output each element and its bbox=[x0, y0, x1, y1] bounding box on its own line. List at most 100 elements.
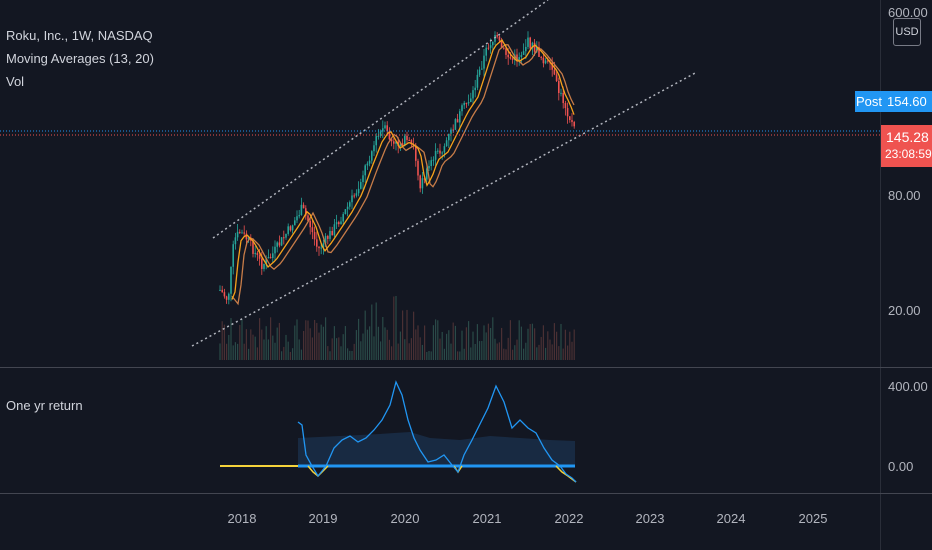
candle-body bbox=[346, 206, 349, 210]
moving-averages-label[interactable]: Moving Averages (13, 20) bbox=[6, 51, 154, 66]
volume-bar bbox=[421, 344, 423, 360]
candle-body bbox=[252, 240, 254, 254]
symbol-title[interactable]: Roku, Inc., 1W, NASDAQ bbox=[6, 28, 153, 43]
candle-body bbox=[558, 81, 560, 94]
candle-body bbox=[500, 40, 503, 48]
bar-countdown: 23:08:59 bbox=[885, 147, 932, 161]
volume-bar bbox=[384, 327, 386, 360]
candle-body bbox=[241, 232, 243, 234]
candle-body bbox=[415, 145, 417, 161]
volume-bar bbox=[283, 346, 285, 360]
volume-bar bbox=[245, 329, 247, 360]
currency-button[interactable]: USD bbox=[893, 18, 921, 46]
candle-body bbox=[283, 237, 285, 239]
volume-bar bbox=[501, 327, 503, 360]
candle-body bbox=[335, 222, 338, 225]
volume-bar bbox=[450, 343, 452, 360]
candle-body bbox=[522, 51, 525, 55]
x-label-2018: 2018 bbox=[227, 511, 257, 526]
volume-bar bbox=[560, 323, 562, 360]
volume-bar bbox=[380, 341, 382, 360]
candle-body bbox=[340, 221, 342, 225]
candle-body bbox=[316, 239, 318, 247]
volume-bar bbox=[514, 345, 516, 360]
volume-bar bbox=[402, 310, 404, 360]
candle-body bbox=[476, 74, 479, 88]
candle-body bbox=[564, 103, 567, 109]
volume-bar bbox=[545, 347, 547, 360]
volume-bar bbox=[366, 329, 368, 360]
volume-bar bbox=[358, 318, 360, 360]
volume-bar bbox=[331, 338, 333, 360]
candle-body bbox=[492, 41, 494, 46]
candle-body bbox=[536, 46, 538, 52]
volume-bar bbox=[516, 339, 518, 360]
volume-bar bbox=[448, 330, 450, 360]
candle-body bbox=[509, 57, 512, 59]
one-yr-return-label[interactable]: One yr return bbox=[6, 398, 83, 413]
candle-body bbox=[225, 296, 228, 300]
price-axis-separator bbox=[880, 0, 881, 550]
volume-bar bbox=[305, 320, 307, 360]
candle-body bbox=[551, 62, 553, 70]
candle-body bbox=[472, 90, 474, 99]
candle-body bbox=[230, 266, 232, 294]
candle-body bbox=[267, 257, 270, 259]
volume-bar bbox=[228, 334, 230, 360]
volume-label[interactable]: Vol bbox=[6, 74, 25, 89]
channel-lower-line[interactable] bbox=[191, 71, 698, 347]
volume-bar bbox=[408, 343, 410, 360]
candle-body bbox=[529, 37, 531, 49]
candle-body bbox=[254, 252, 256, 254]
candle-body bbox=[533, 42, 536, 52]
volume-bar bbox=[252, 334, 254, 360]
x-label-2022: 2022 bbox=[554, 511, 584, 526]
candle-body bbox=[351, 195, 353, 203]
volume-bar bbox=[371, 304, 373, 360]
candles bbox=[219, 31, 575, 305]
volume-bar bbox=[523, 348, 525, 360]
candle-body bbox=[439, 150, 441, 154]
last-price-value: 145.28 bbox=[886, 129, 929, 145]
candle-body bbox=[542, 57, 545, 64]
volume-bar bbox=[248, 348, 250, 360]
candle-body bbox=[234, 237, 237, 245]
volume-bar bbox=[399, 331, 401, 360]
volume-bar bbox=[221, 321, 223, 360]
candle-body bbox=[236, 231, 239, 238]
volume-bar bbox=[309, 328, 311, 360]
candle-body bbox=[223, 292, 226, 297]
volume-bar bbox=[254, 336, 256, 360]
volume-bar bbox=[485, 332, 487, 360]
ma-20-line bbox=[231, 44, 575, 306]
candle-body bbox=[406, 135, 408, 140]
candle-body bbox=[243, 232, 245, 234]
volume-bar bbox=[281, 351, 283, 360]
volume-bar bbox=[413, 311, 415, 360]
volume-bar bbox=[474, 343, 476, 360]
candle-body bbox=[496, 35, 498, 37]
volume-bar bbox=[239, 324, 241, 360]
candle-body bbox=[562, 92, 564, 104]
volume-bar bbox=[285, 334, 287, 360]
time-axis-separator bbox=[0, 493, 932, 494]
candle-body bbox=[261, 258, 263, 269]
candle-body bbox=[527, 37, 529, 47]
candle-body bbox=[318, 246, 320, 249]
candle-body bbox=[265, 258, 267, 264]
channel-upper-line[interactable] bbox=[212, 0, 549, 239]
pane-separator[interactable] bbox=[0, 367, 932, 368]
volume-bar bbox=[503, 348, 505, 360]
volume-bar bbox=[479, 341, 481, 360]
volume-bar bbox=[351, 350, 353, 360]
volume-bar bbox=[415, 329, 417, 360]
candle-body bbox=[258, 254, 261, 259]
candle-body bbox=[313, 232, 316, 240]
volume-bar bbox=[382, 316, 384, 360]
volume-bar bbox=[289, 351, 291, 360]
volume-bar bbox=[364, 310, 366, 360]
candle-body bbox=[454, 119, 457, 130]
candle-body bbox=[505, 48, 507, 55]
volume-bar bbox=[397, 343, 399, 360]
